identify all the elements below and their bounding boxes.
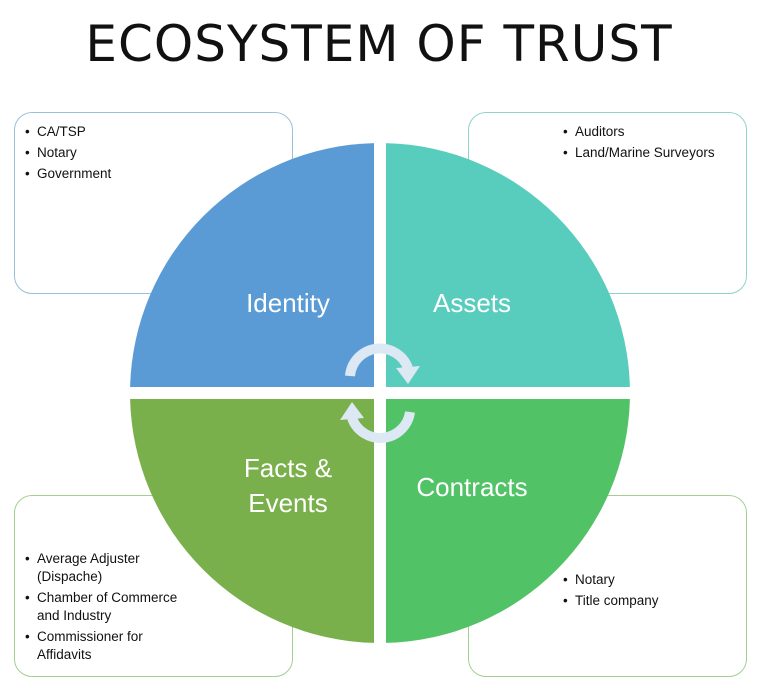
- contracts-box-item: Notary: [563, 571, 733, 589]
- diagram-title: ECOSYSTEM OF TRUST: [85, 15, 673, 73]
- facts-events-label-line1: Facts &: [244, 453, 332, 483]
- assets-quadrant: [386, 143, 630, 387]
- identity-label: Identity: [246, 288, 330, 318]
- facts-box-item: Chamber of Commerce and Industry: [25, 589, 190, 625]
- contracts-quadrant: [386, 399, 630, 643]
- cycle-arrows-icon: [340, 343, 420, 443]
- identity-box-item: CA/TSP: [25, 123, 245, 141]
- contracts-box-item: Title company: [563, 592, 733, 610]
- assets-label: Assets: [433, 288, 511, 318]
- contracts-label: Contracts: [416, 472, 527, 502]
- identity-box-item: Government: [25, 165, 245, 183]
- facts-events-quadrant: [130, 399, 374, 643]
- assets-box-item: Land/Marine Surveyors: [563, 144, 743, 162]
- identity-quadrant: [130, 143, 374, 387]
- facts-box-item: Commissioner for Affidavits: [25, 628, 190, 664]
- identity-box-item: Notary: [25, 144, 245, 162]
- facts-box-item: Average Adjuster (Dispache): [25, 550, 190, 586]
- facts-events-label-line2: Events: [248, 488, 328, 518]
- assets-box-item: Auditors: [563, 123, 743, 141]
